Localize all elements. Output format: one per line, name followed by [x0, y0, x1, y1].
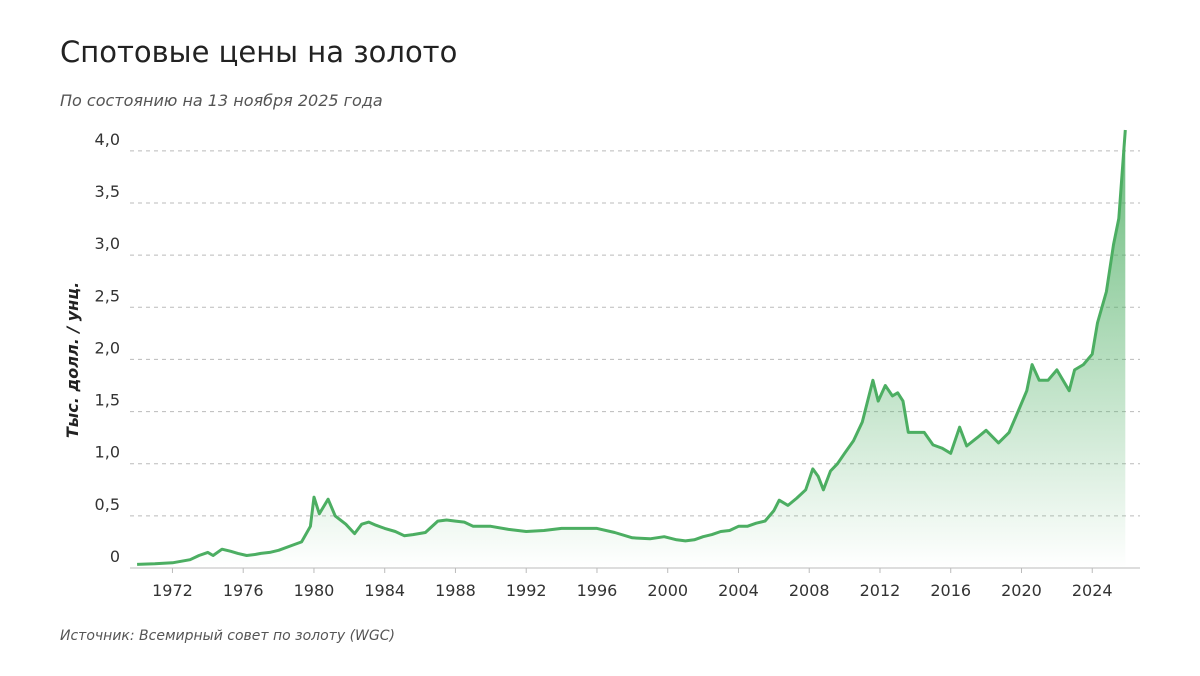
x-tick-label: 2008	[789, 581, 830, 600]
x-tick-label: 2020	[1001, 581, 1042, 600]
x-tick-label: 2000	[647, 581, 688, 600]
x-tick-label: 1988	[435, 581, 476, 600]
x-tick-label: 1992	[506, 581, 547, 600]
y-tick-label: 4,0	[95, 130, 120, 149]
y-tick-label: 1,5	[95, 391, 120, 410]
y-tick-label: 3,5	[95, 182, 120, 201]
x-tick-label: 1984	[364, 581, 405, 600]
chart-title: Спотовые цены на золото	[60, 35, 457, 69]
x-tick-label: 1996	[577, 581, 618, 600]
x-tick-label: 2012	[860, 581, 901, 600]
y-tick-label: 3,0	[95, 234, 120, 253]
y-tick-label: 2,5	[95, 286, 120, 305]
x-tick-label: 2016	[930, 581, 971, 600]
price-line	[137, 129, 1127, 566]
x-tick-label: 1976	[223, 581, 264, 600]
x-tick-label: 1980	[294, 581, 335, 600]
y-tick-label: 2,0	[95, 338, 120, 357]
x-tick-label: 1972	[152, 581, 193, 600]
y-axis-label: Тыс. долл. / унц.	[63, 282, 82, 438]
source: Источник: Всемирный совет по золоту (WGC…	[60, 628, 395, 644]
x-tick-label: 2024	[1072, 581, 1113, 600]
y-tick-label: 1,0	[95, 443, 120, 462]
subtitle: По состоянию на 13 ноября 2025 года	[60, 91, 383, 110]
x-tick-label: 2004	[718, 581, 759, 600]
area	[137, 130, 1126, 568]
y-tick-label: 0	[110, 547, 120, 566]
y-tick-label: 0,5	[95, 495, 120, 514]
